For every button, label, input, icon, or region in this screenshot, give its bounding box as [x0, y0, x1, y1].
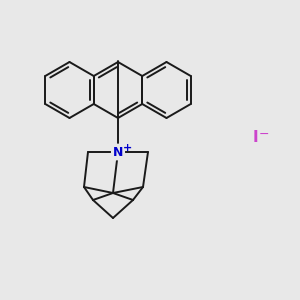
Text: N: N [113, 146, 123, 158]
Text: +: + [122, 143, 132, 153]
Text: I: I [252, 130, 258, 146]
Text: −: − [259, 128, 269, 140]
